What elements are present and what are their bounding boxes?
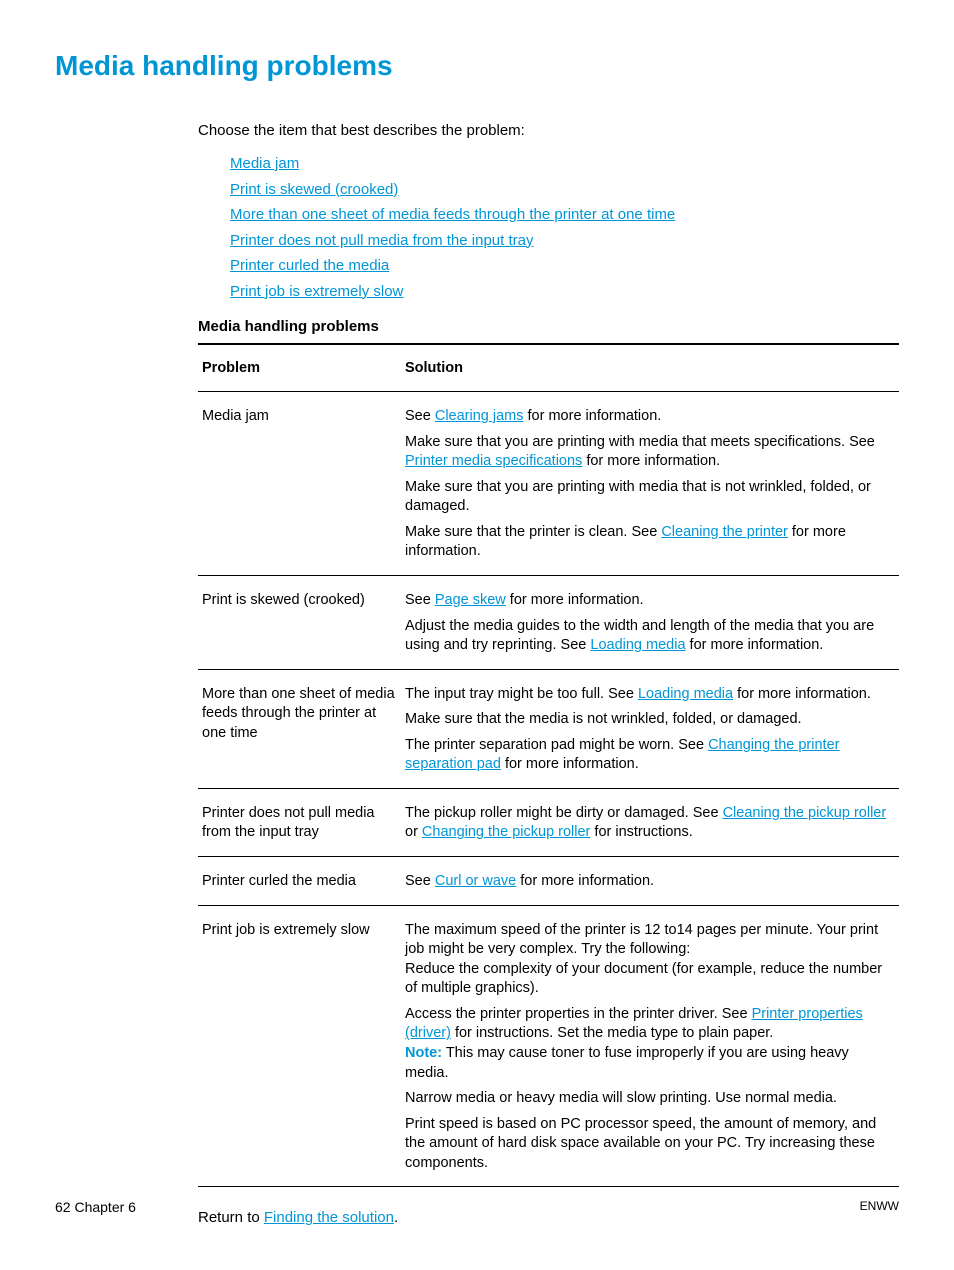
solution-block: Make sure that you are printing with med…	[405, 478, 895, 517]
table-caption: Media handling problems	[198, 318, 899, 335]
solution-cell: See Page skew for more information. Adjus…	[401, 575, 899, 669]
solution-link[interactable]: Loading media	[638, 686, 733, 702]
page-footer: 62 Chapter 6 ENWW	[55, 1199, 899, 1215]
footer-chapter: Chapter 6	[71, 1199, 136, 1215]
problem-link[interactable]: Print is skewed (crooked)	[230, 181, 398, 198]
solution-cell: See Curl or wave for more information.	[401, 857, 899, 906]
column-header-problem: Problem	[198, 344, 401, 392]
note-label: Note:	[405, 1045, 442, 1061]
solution-link[interactable]: Cleaning the printer	[661, 524, 788, 540]
solution-block: Make sure that you are printing with med…	[405, 433, 895, 472]
table-row: Printer does not pull media from the inp…	[198, 788, 899, 856]
problem-link[interactable]: Media jam	[230, 155, 299, 172]
solution-cell: See Clearing jams for more information. M…	[401, 392, 899, 576]
problem-cell: Print job is extremely slow	[198, 905, 401, 1187]
solution-link[interactable]: Curl or wave	[435, 873, 516, 889]
list-item: Printer curled the media	[230, 253, 899, 279]
intro-text: Choose the item that best describes the …	[198, 122, 899, 139]
solution-link[interactable]: Cleaning the pickup roller	[723, 805, 887, 821]
solution-link[interactable]: Clearing jams	[435, 408, 524, 424]
problem-cell: Printer does not pull media from the inp…	[198, 788, 401, 856]
solution-block: Print speed is based on PC processor spe…	[405, 1115, 895, 1174]
solution-link[interactable]: Loading media	[590, 637, 685, 653]
list-item: Print is skewed (crooked)	[230, 177, 899, 203]
solution-block: Narrow media or heavy media will slow pr…	[405, 1089, 895, 1109]
solution-cell: The input tray might be too full. See Lo…	[401, 669, 899, 788]
solution-block: The pickup roller might be dirty or dama…	[405, 804, 895, 843]
solution-block: The input tray might be too full. See Lo…	[405, 685, 895, 705]
solution-cell: The pickup roller might be dirty or dama…	[401, 788, 899, 856]
solution-link[interactable]: Printer properties (driver)	[405, 1006, 863, 1042]
solution-block: Access the printer properties in the pri…	[405, 1005, 895, 1083]
solution-block: See Page skew for more information.	[405, 591, 895, 611]
problem-cell: More than one sheet of media feeds throu…	[198, 669, 401, 788]
page-title: Media handling problems	[0, 0, 954, 82]
problem-cell: Print is skewed (crooked)	[198, 575, 401, 669]
solution-block: The maximum speed of the printer is 12 t…	[405, 921, 895, 999]
list-item: Print job is extremely slow	[230, 279, 899, 305]
list-item: Media jam	[230, 151, 899, 177]
table-row: Print job is extremely slowThe maximum s…	[198, 905, 899, 1187]
table-row: Media jamSee Clearing jams for more info…	[198, 392, 899, 576]
solution-block: See Curl or wave for more information.	[405, 872, 895, 892]
solution-link[interactable]: Page skew	[435, 592, 506, 608]
footer-page-number: 62	[55, 1199, 71, 1215]
footer-right: ENWW	[860, 1199, 899, 1213]
problem-cell: Printer curled the media	[198, 857, 401, 906]
problem-link-list: Media jam Print is skewed (crooked) More t…	[198, 151, 899, 304]
problem-link[interactable]: Printer does not pull media from the inp…	[230, 232, 534, 249]
problem-table: Problem Solution Media jamSee Clearing j…	[198, 343, 899, 1187]
list-item: Printer does not pull media from the inp…	[230, 228, 899, 254]
content-area: Choose the item that best describes the …	[0, 82, 954, 1226]
table-row: Printer curled the mediaSee Curl or wave…	[198, 857, 899, 906]
problem-link[interactable]: More than one sheet of media feeds throu…	[230, 206, 675, 223]
solution-block: See Clearing jams for more information.	[405, 407, 895, 427]
solution-link[interactable]: Printer media specifications	[405, 453, 582, 469]
solution-link[interactable]: Changing the printer separation pad	[405, 737, 839, 773]
solution-block: Adjust the media guides to the width and…	[405, 617, 895, 656]
solution-block: Make sure that the printer is clean. See…	[405, 523, 895, 562]
table-row: More than one sheet of media feeds throu…	[198, 669, 899, 788]
problem-cell: Media jam	[198, 392, 401, 576]
solution-link[interactable]: Changing the pickup roller	[422, 824, 590, 840]
list-item: More than one sheet of media feeds throu…	[230, 202, 899, 228]
problem-link[interactable]: Printer curled the media	[230, 257, 389, 274]
solution-block: Make sure that the media is not wrinkled…	[405, 710, 895, 730]
solution-cell: The maximum speed of the printer is 12 t…	[401, 905, 899, 1187]
problem-link[interactable]: Print job is extremely slow	[230, 283, 403, 300]
table-row: Print is skewed (crooked)See Page skew f…	[198, 575, 899, 669]
solution-block: The printer separation pad might be worn…	[405, 736, 895, 775]
column-header-solution: Solution	[401, 344, 899, 392]
